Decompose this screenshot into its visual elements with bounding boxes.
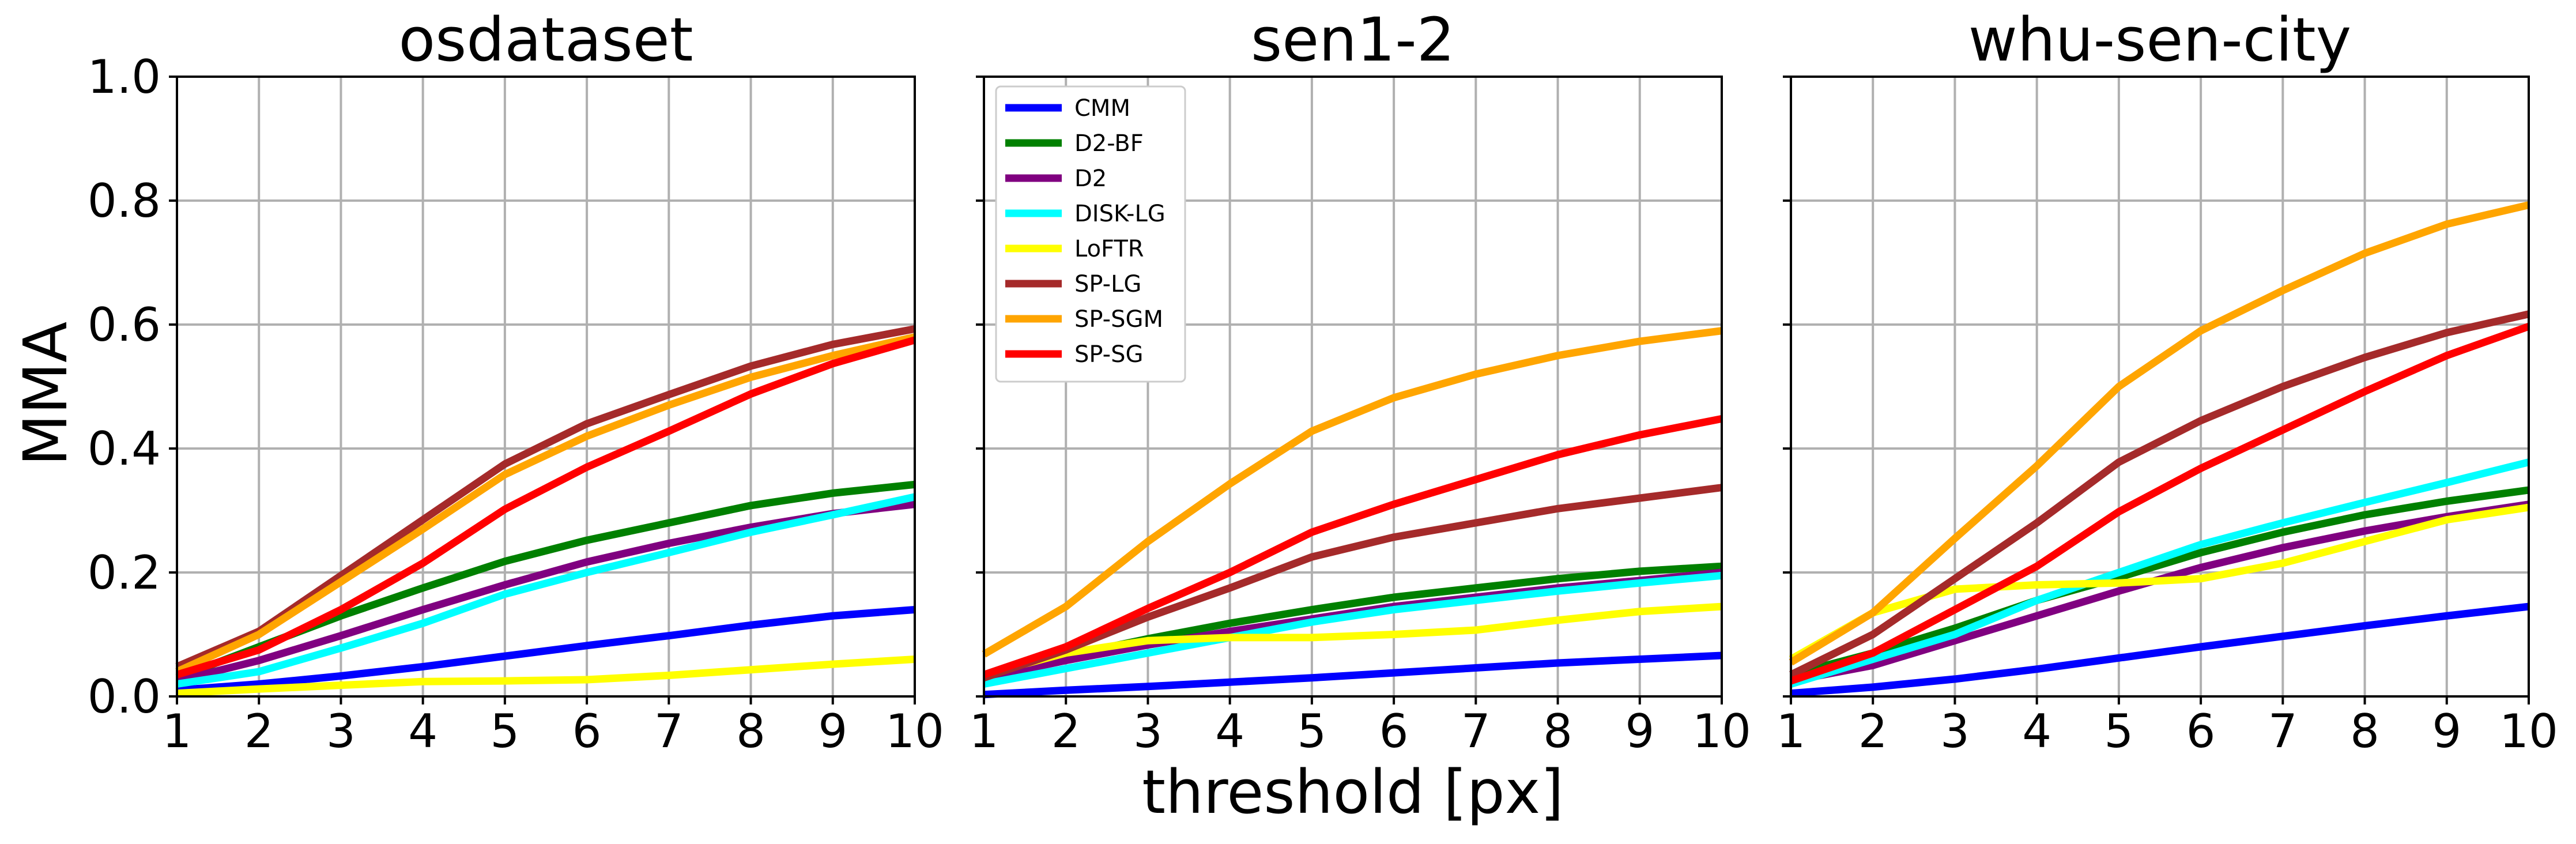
- y-tick-label: 0.0: [88, 670, 161, 724]
- x-tick-label: 2: [1858, 704, 1888, 758]
- x-tick-label: 7: [654, 704, 684, 758]
- legend-frame: [995, 85, 1186, 383]
- x-tick-label: 3: [326, 704, 356, 758]
- panel-osdataset: osdataset 1 2 3 4 5 6 7 8 9 10 0.0 0.2 0.4 0.6 0.8 1.0: [88, 5, 944, 758]
- x-tick-label: 3: [1133, 704, 1163, 758]
- x-tick-label: 8: [736, 704, 765, 758]
- y-tick-label: 0.8: [88, 174, 161, 228]
- x-tick-label: 2: [244, 704, 274, 758]
- y-tick-label: 0.6: [88, 298, 161, 352]
- plot-frame: [1790, 76, 2530, 698]
- x-tick-label: 4: [408, 704, 437, 758]
- panel-sen1-2: sen1-2 1 2 3 4 5 6 7 8 9 10: [970, 5, 1751, 758]
- legend-label: SP-LG: [1074, 271, 1141, 297]
- x-tick-label: 7: [2268, 704, 2298, 758]
- x-tick-label: 9: [1625, 704, 1654, 758]
- x-tick-label: 6: [1379, 704, 1409, 758]
- series-line-sp-sgm: [175, 333, 916, 675]
- x-tick-label: 7: [1461, 704, 1491, 758]
- series-line-sp-lg: [982, 484, 1722, 681]
- series-line-sp-sg: [982, 415, 1723, 679]
- legend-label: SP-SG: [1074, 341, 1143, 368]
- x-tick-label: 10: [2499, 704, 2558, 758]
- series-line-sp-lg: [175, 325, 916, 670]
- x-tick-label: 9: [2432, 704, 2461, 758]
- legend-label: LoFTR: [1074, 236, 1144, 262]
- plot-area: 1 2 3 4 5 6 7 8 9 10: [970, 76, 1751, 758]
- legend-label: CMM: [1074, 95, 1130, 122]
- legend-label: D2: [1074, 165, 1107, 192]
- plot-frame: [176, 76, 916, 698]
- series-line-disk-lg: [983, 571, 1722, 688]
- plot-frame: [983, 76, 1723, 698]
- x-tick-label: 4: [2022, 704, 2051, 758]
- series-line-loftr: [176, 655, 915, 698]
- y-tick-label: 0.4: [88, 422, 161, 476]
- series-line-sp-sg: [176, 336, 916, 679]
- x-tick-label: 9: [818, 704, 847, 758]
- series-line-sp-sgm: [1789, 201, 2530, 666]
- legend-label: DISK-LG: [1074, 201, 1166, 227]
- x-axis-label: threshold [px]: [1142, 757, 1564, 827]
- legend-label: D2-BF: [1074, 130, 1144, 157]
- x-tick-label: 10: [1692, 704, 1751, 758]
- series-line-loftr: [983, 602, 1722, 679]
- series-line-sp-sg: [1789, 323, 2530, 685]
- legend: CMM D2-BF D2 DISK-LG LoFTR SP-LG SP-SGM SP-SG: [995, 85, 1186, 383]
- plot-area: 1 2 3 4 5 6 7 8 9 10 0.0 0.2 0.4 0.6 0.8 1.0: [88, 50, 944, 758]
- plot-area: 1 2 3 4 5 6 7 8 9 10: [1777, 76, 2558, 758]
- x-tick-label: 6: [2186, 704, 2216, 758]
- panel-title: whu-sen-city: [1968, 5, 2351, 75]
- panel-whu-sen-city: whu-sen-city 1 2 3 4 5 6 7 8 9 10: [1777, 5, 2558, 758]
- panel-title: osdataset: [398, 5, 693, 75]
- panel-title: sen1-2: [1251, 5, 1455, 75]
- series-line-disk-lg: [1790, 458, 2530, 688]
- x-tick-label: 6: [572, 704, 602, 758]
- series-line-cmm: [1790, 602, 2529, 698]
- x-tick-label: 1: [1777, 704, 1806, 758]
- x-tick-label: 1: [970, 704, 999, 758]
- x-tick-label: 2: [1051, 704, 1081, 758]
- series-line-sp-lg: [1789, 310, 2530, 679]
- x-tick-label: 10: [885, 704, 944, 758]
- y-tick-label: 0.2: [88, 546, 161, 600]
- y-tick-label: 1.0: [88, 50, 161, 104]
- series-line-cmm: [983, 651, 1722, 699]
- series-line-d2-bf: [1790, 486, 2529, 679]
- y-axis-label: MMA: [10, 322, 81, 466]
- x-tick-label: 8: [2350, 704, 2379, 758]
- x-tick-label: 1: [163, 704, 192, 758]
- x-tick-label: 8: [1543, 704, 1572, 758]
- series-line-cmm: [176, 606, 915, 694]
- legend-label: SP-SGM: [1074, 306, 1163, 333]
- x-tick-label: 3: [1940, 704, 1970, 758]
- series-line-sp-sgm: [982, 327, 1722, 658]
- x-tick-label: 5: [1297, 704, 1326, 758]
- series-line-disk-lg: [176, 493, 916, 688]
- series-line-loftr: [1789, 503, 2529, 663]
- x-tick-label: 5: [2104, 704, 2133, 758]
- x-tick-label: 5: [490, 704, 519, 758]
- x-tick-label: 4: [1215, 704, 1244, 758]
